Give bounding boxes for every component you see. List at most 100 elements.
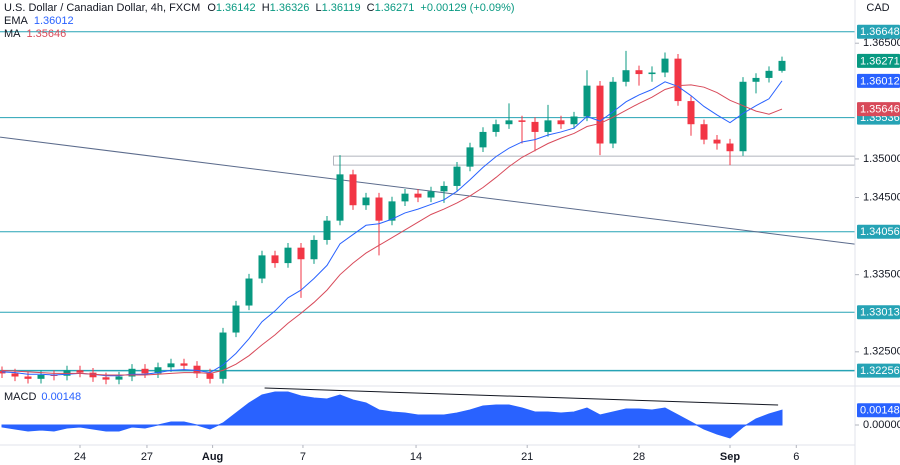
candle-body xyxy=(440,185,448,192)
candle-body xyxy=(375,197,383,221)
x-tick-label: 27 xyxy=(141,451,153,463)
legend-name: EMA xyxy=(4,15,29,27)
candle-body xyxy=(154,367,162,374)
candle-body xyxy=(24,376,32,379)
candle-body xyxy=(336,174,344,221)
ohlc-value: 1.36142 xyxy=(216,2,256,14)
ohlc-label: C xyxy=(367,2,375,14)
candle-body xyxy=(479,131,487,148)
price-badge xyxy=(857,403,900,418)
candle-body xyxy=(362,197,370,206)
ohlc-value: 1.36326 xyxy=(270,2,310,14)
y-tick-label: 1.32500 xyxy=(863,346,900,358)
candle-body xyxy=(453,166,461,186)
y-tick-label: 1.36500 xyxy=(863,37,900,49)
candle-body xyxy=(596,85,604,144)
ma-legend: MA 1.35646 xyxy=(4,28,66,40)
price-badge-label: 1.36012 xyxy=(860,75,900,87)
candle-body xyxy=(258,255,266,279)
x-tick-label: Aug xyxy=(202,451,223,463)
legend-value: 0.00148 xyxy=(41,391,81,403)
candle-body xyxy=(609,81,617,144)
candle-body xyxy=(635,70,643,75)
candle-body xyxy=(778,60,786,71)
candle-body xyxy=(505,120,513,125)
price-badge xyxy=(857,305,900,320)
candle-body xyxy=(89,372,97,378)
candle-body xyxy=(466,147,474,167)
ohlc-label: L xyxy=(315,2,321,14)
x-tick-label: Sep xyxy=(720,451,740,463)
price-badge-label: 1.36271 xyxy=(860,55,900,67)
y-tick-label: 1.35000 xyxy=(863,153,900,165)
candle-body xyxy=(310,239,318,260)
candle-body xyxy=(765,70,773,78)
candle-body xyxy=(557,120,565,125)
price-badge-label: 1.34056 xyxy=(860,226,900,238)
candle-body xyxy=(128,368,136,377)
candle-body xyxy=(37,374,45,379)
price-badge xyxy=(857,224,900,239)
price-badge xyxy=(857,24,900,39)
currency: CAD xyxy=(866,2,889,14)
candle-body xyxy=(206,373,214,379)
ohlc-value: 1.36119 xyxy=(322,2,361,14)
macd-area xyxy=(1,391,783,439)
price-badge-label: 0.00148 xyxy=(860,405,900,417)
candle-body xyxy=(271,255,279,264)
macd-trendline xyxy=(264,387,779,406)
x-tick-label: 21 xyxy=(521,451,533,463)
legend-value: 1.35646 xyxy=(27,28,67,40)
candle-body xyxy=(349,174,357,206)
candle-body xyxy=(297,247,305,260)
candle-body xyxy=(167,363,175,368)
trendline xyxy=(0,136,855,245)
change: +0.00129 (+0.09%) xyxy=(420,2,514,14)
x-tick-label: 24 xyxy=(74,451,86,463)
candle-body xyxy=(570,116,578,125)
candle-body xyxy=(661,58,669,73)
y-tick-label: 0.00000 xyxy=(863,419,900,431)
candle-body xyxy=(492,124,500,132)
candle-body xyxy=(115,376,123,380)
candle-body xyxy=(752,77,760,82)
candle-body xyxy=(648,72,656,75)
price-badge xyxy=(857,102,900,117)
candle-body xyxy=(531,121,539,132)
price-badge-label: 1.36648 xyxy=(860,26,900,38)
candle-body xyxy=(102,377,110,380)
price-badge-label: 1.35646 xyxy=(860,104,900,116)
candle-body xyxy=(726,143,734,152)
x-tick-label: 14 xyxy=(410,451,422,463)
legend-value: 1.36012 xyxy=(34,15,74,27)
ema-legend: EMA 1.36012 xyxy=(4,15,74,27)
candle-body xyxy=(414,193,422,198)
price-badge-label: 1.32256 xyxy=(860,365,900,377)
candle-body xyxy=(544,120,552,132)
ma-line xyxy=(1,84,783,376)
candle-body xyxy=(674,58,682,102)
macd-legend: MACD 0.00148 xyxy=(4,391,81,403)
candle-body xyxy=(76,370,84,373)
x-tick-label: 7 xyxy=(300,451,306,463)
price-badge-label: 1.33013 xyxy=(860,307,900,319)
candle-body xyxy=(713,139,721,144)
candle-body xyxy=(219,332,227,379)
candle-body xyxy=(180,363,188,366)
candle-body xyxy=(518,120,526,122)
candle-body xyxy=(687,101,695,125)
chart-title: U.S. Dollar / Canadian Dollar, 4h, FXCM xyxy=(4,2,200,14)
candle-body xyxy=(232,305,240,333)
y-tick-label: 1.33500 xyxy=(863,269,900,281)
ohlc-label: H xyxy=(262,2,270,14)
header-line: U.S. Dollar / Canadian Dollar, 4h, FXCM … xyxy=(4,2,515,14)
candle-body xyxy=(700,124,708,140)
x-tick-label: 28 xyxy=(633,451,645,463)
price-badge xyxy=(857,363,900,378)
candle-body xyxy=(622,70,630,82)
candle-body xyxy=(401,193,409,202)
legend-name: MACD xyxy=(4,391,36,403)
price-badge xyxy=(857,53,900,68)
ohlc-value: 1.36271 xyxy=(375,2,415,14)
